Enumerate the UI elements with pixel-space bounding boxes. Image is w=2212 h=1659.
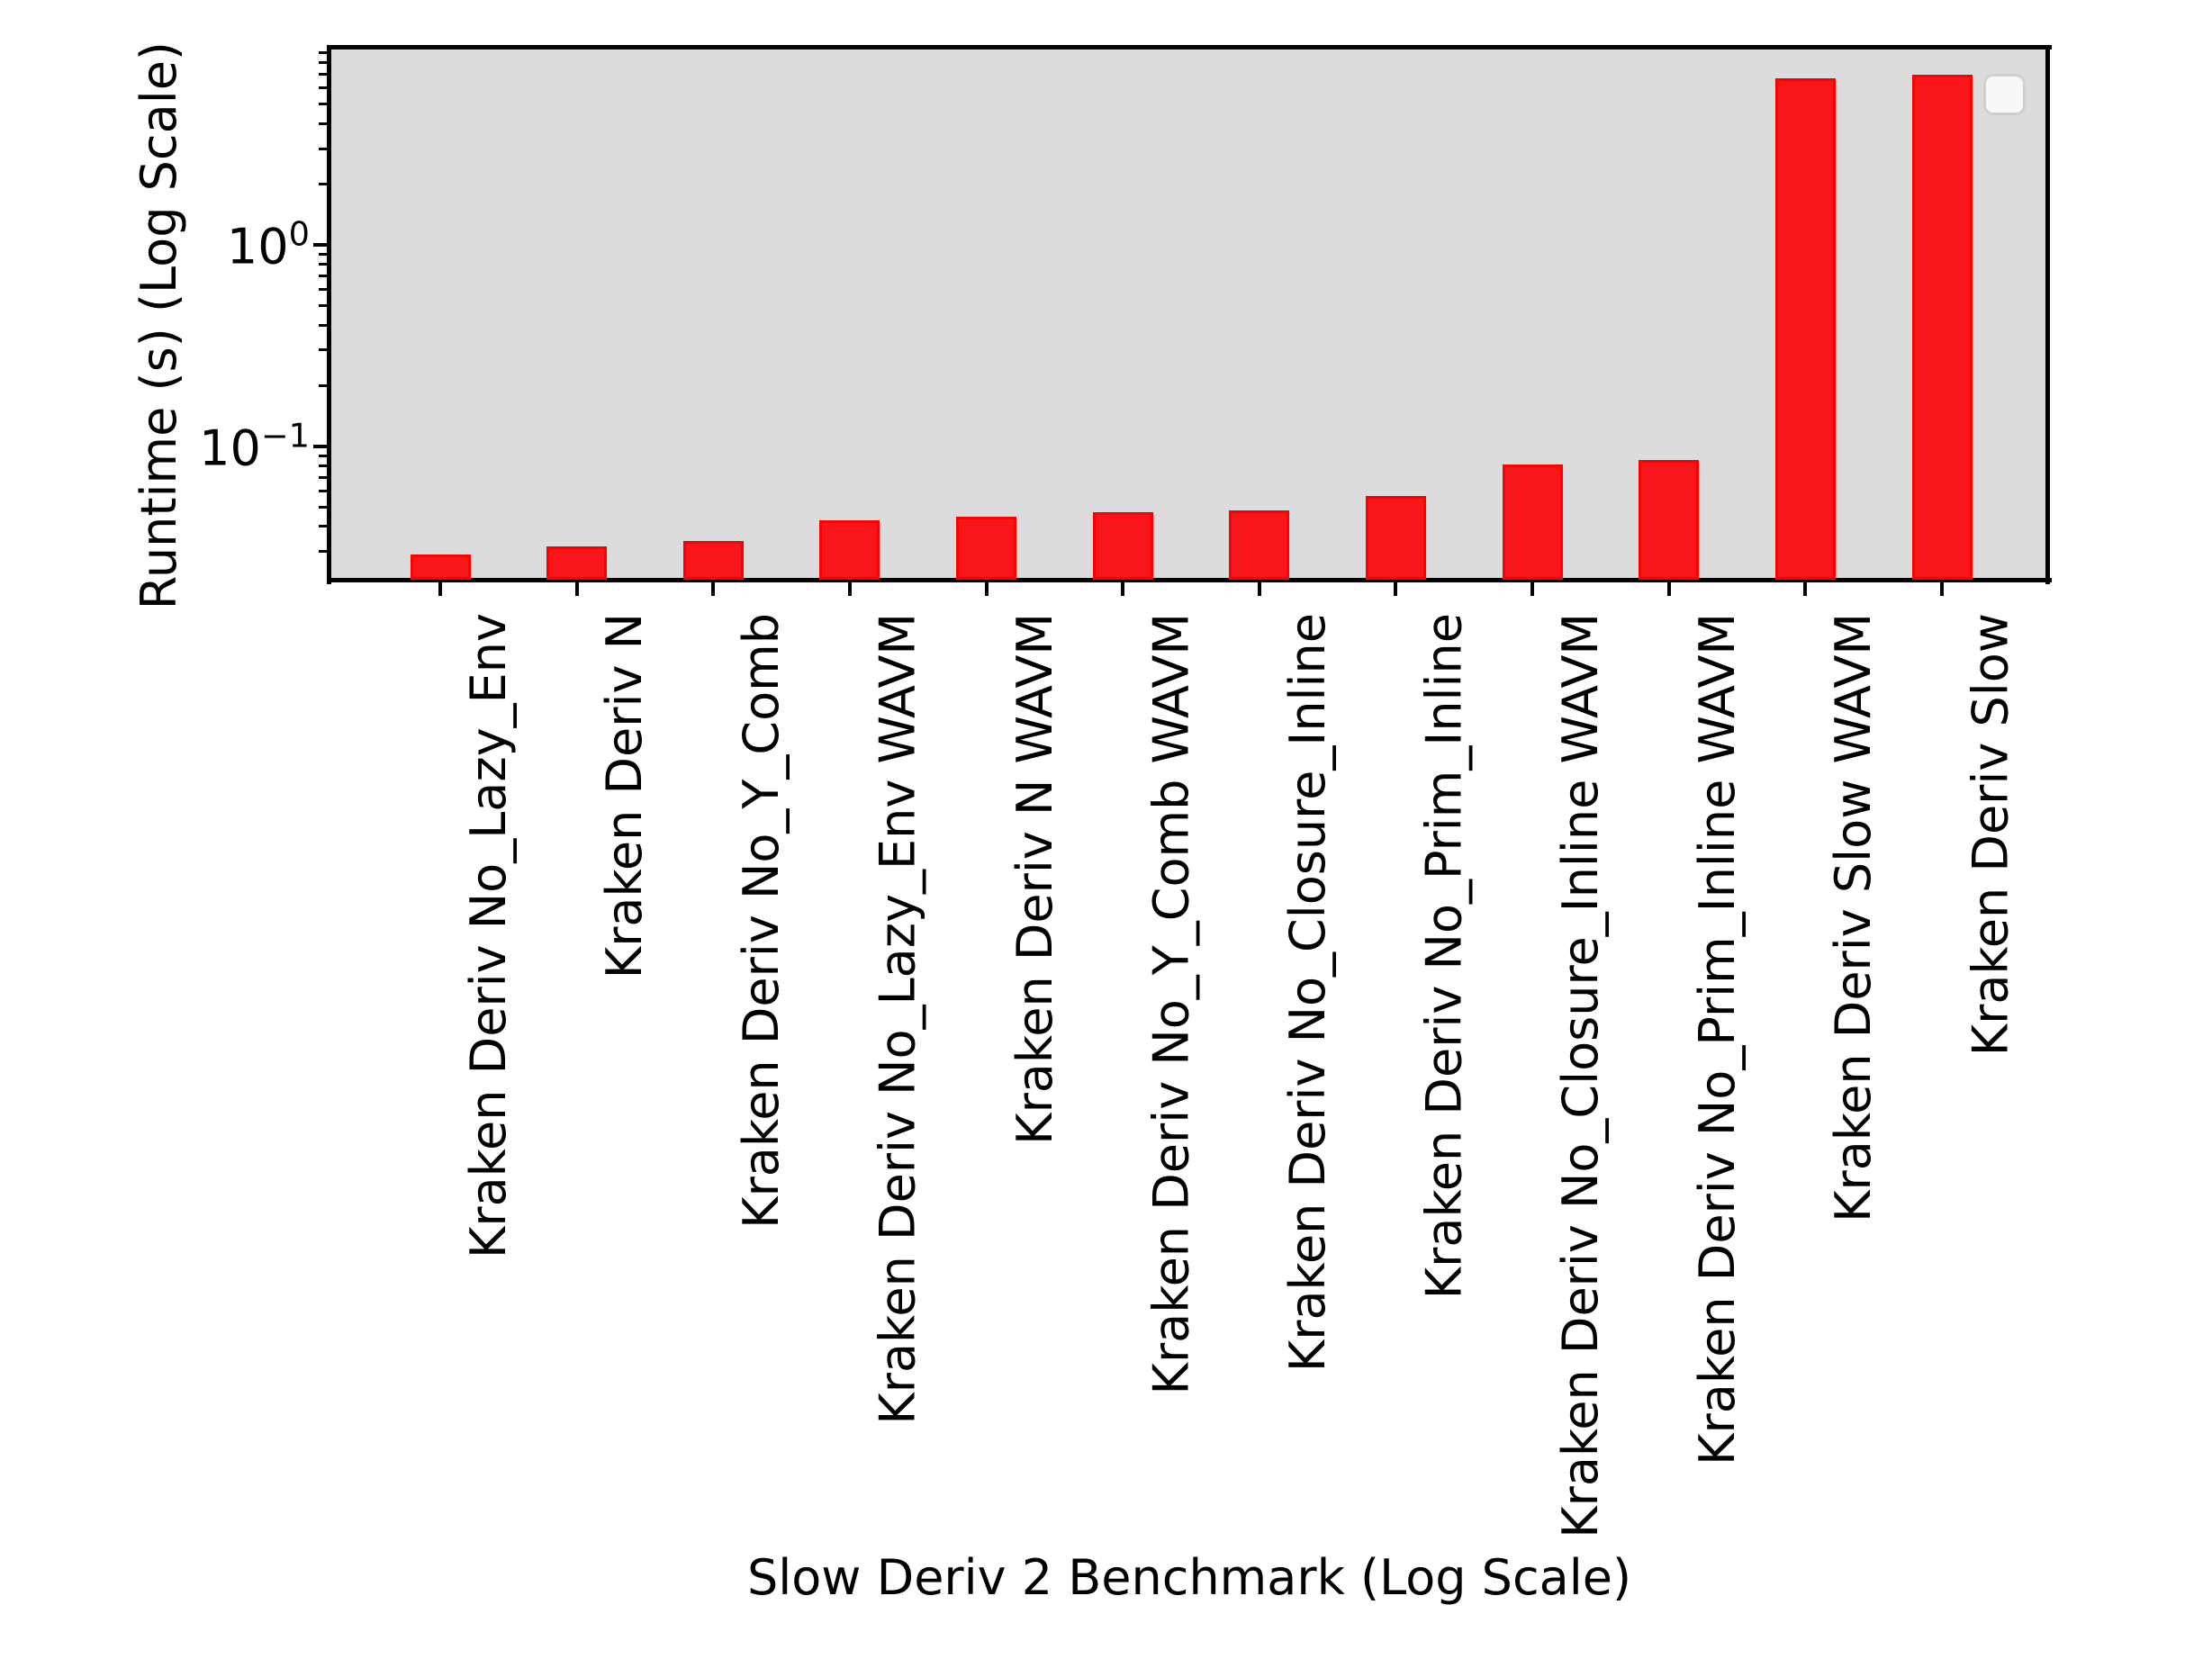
y-minor-tick <box>319 525 327 528</box>
x-tick-label-text: Kraken Deriv No_Lazy_Env <box>460 613 517 1259</box>
y-minor-tick <box>319 323 327 327</box>
bar <box>1774 77 1836 580</box>
y-tick-exponent: 0 <box>288 214 310 254</box>
y-tick-label: 10−1 <box>199 419 310 473</box>
y-tick-base: 10 <box>199 419 261 477</box>
y-major-tick <box>313 444 327 448</box>
y-minor-tick <box>319 476 327 480</box>
x-tick-label-text: Kraken Deriv No_Closure_Inline WAVM <box>1552 613 1610 1538</box>
x-tick <box>1803 582 1808 596</box>
top-spine <box>327 45 2052 50</box>
x-tick <box>574 582 579 596</box>
y-minor-tick <box>319 86 327 90</box>
x-tick-label-text: Kraken Deriv No_Y_Comb WAVM <box>1142 613 1200 1395</box>
bar <box>546 545 608 580</box>
x-axis-label: Slow Deriv 2 Benchmark (Log Scale) <box>746 1549 1632 1606</box>
x-tick <box>847 582 852 596</box>
y-axis-spine <box>327 45 331 584</box>
bar <box>1502 464 1563 580</box>
y-minor-tick <box>319 252 327 256</box>
y-minor-tick <box>319 490 327 493</box>
bar <box>1092 512 1153 580</box>
y-minor-tick <box>319 61 327 65</box>
plot-area: 100 10−1 Kraken Deriv No_Lazy_Env Kraken D… <box>131 41 2052 1606</box>
y-minor-tick <box>319 147 327 150</box>
y-minor-tick <box>319 263 327 266</box>
y-tick-label: 100 <box>227 217 310 271</box>
y-minor-tick <box>319 50 327 54</box>
x-tick <box>1940 582 1944 596</box>
bar <box>682 540 744 580</box>
x-tick-label-text: Kraken Deriv No_Closure_Inline <box>1278 613 1336 1373</box>
x-tick <box>984 582 989 596</box>
bar <box>819 519 880 580</box>
y-minor-tick <box>319 464 327 468</box>
right-spine <box>2045 45 2050 584</box>
y-axis-label-text: Runtime (s) (Log Scale) <box>131 41 187 610</box>
y-minor-tick <box>319 288 327 292</box>
x-tick <box>1530 582 1535 596</box>
bar <box>1639 459 1700 580</box>
x-tick-label-text: Kraken Deriv No_Prim_Inline WAVM <box>1688 613 1746 1465</box>
x-tick-label-text: Kraken Deriv No_Lazy_Env WAVM <box>869 613 926 1425</box>
x-tick <box>438 582 442 596</box>
y-tick-base: 10 <box>226 218 289 275</box>
x-tick <box>711 582 716 596</box>
y-tick-exponent: −1 <box>260 416 310 455</box>
x-tick-label-text: Kraken Deriv Slow <box>1962 613 2018 1057</box>
bar <box>1229 510 1290 580</box>
x-tick-label-text: Kraken Deriv Slow WAVM <box>1825 613 1882 1222</box>
y-minor-tick <box>319 182 327 185</box>
y-minor-tick <box>319 454 327 457</box>
bar <box>410 555 471 580</box>
bar <box>1365 495 1426 580</box>
y-minor-tick <box>319 505 327 509</box>
x-tick-label-text: Kraken Deriv No_Y_Comb <box>733 613 790 1229</box>
x-axis-spine <box>327 578 2052 582</box>
y-minor-tick <box>319 550 327 554</box>
y-minor-tick <box>319 348 327 352</box>
x-tick <box>1666 582 1671 596</box>
bar <box>1911 74 1973 580</box>
x-tick <box>1121 582 1125 596</box>
x-tick-label-text: Kraken Deriv No_Prim_Inline <box>1415 613 1473 1300</box>
x-tick-label-text: Kraken Deriv N <box>596 613 654 979</box>
y-minor-tick <box>319 122 327 125</box>
x-tick <box>1394 582 1398 596</box>
y-minor-tick <box>319 303 327 307</box>
bar <box>956 516 1017 580</box>
y-minor-tick <box>319 383 327 387</box>
legend-box <box>1983 74 2026 115</box>
x-tick-label-text: Kraken Deriv N WAVM <box>1006 613 1063 1145</box>
y-minor-tick <box>319 73 327 77</box>
y-minor-tick <box>319 102 327 105</box>
y-major-tick <box>313 242 327 247</box>
y-minor-tick <box>319 275 327 278</box>
x-tick <box>1257 582 1261 596</box>
